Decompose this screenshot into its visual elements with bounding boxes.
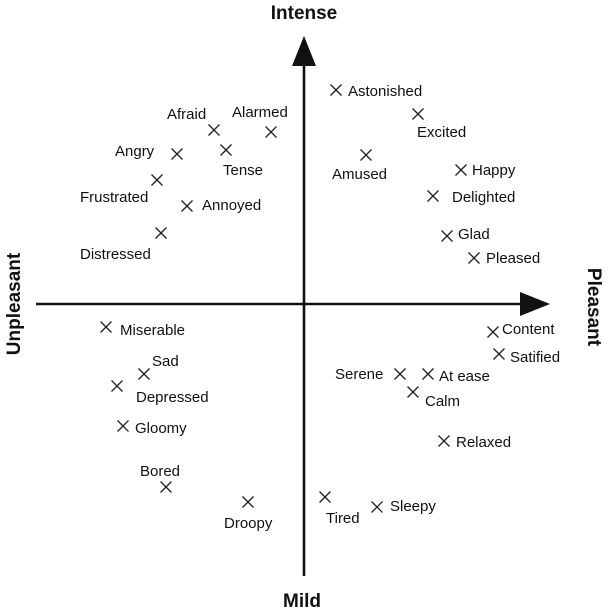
label-tired: Tired <box>326 510 360 527</box>
marker-stroke <box>319 491 331 503</box>
label-angry: Angry <box>115 143 155 160</box>
marker-stroke <box>422 368 434 380</box>
label-afraid: Afraid <box>167 106 206 123</box>
label-relaxed: Relaxed <box>456 434 511 451</box>
label-at-ease: At ease <box>439 368 490 385</box>
marker-stroke <box>160 481 172 493</box>
label-excited: Excited <box>417 124 466 141</box>
label-droopy: Droopy <box>224 515 273 532</box>
marker-angry <box>171 148 183 160</box>
marker-stroke <box>371 501 383 513</box>
marker-happy <box>455 164 467 176</box>
marker-stroke <box>412 108 424 120</box>
marker-sad <box>138 368 150 380</box>
marker-gloomy <box>117 420 129 432</box>
marker-sleepy <box>371 501 383 513</box>
label-content: Content <box>502 321 555 338</box>
marker-stroke <box>208 124 220 136</box>
marker-astonished <box>330 84 342 96</box>
marker-serene <box>394 368 406 380</box>
marker-stroke <box>330 84 342 96</box>
axes <box>36 36 550 576</box>
marker-tired <box>319 491 331 503</box>
horizontal-axis-arrowhead <box>520 292 550 316</box>
marker-stroke <box>181 200 193 212</box>
axis-title-left: Unpleasant <box>4 252 25 355</box>
label-pleased: Pleased <box>486 250 540 267</box>
marker-calm <box>407 386 419 398</box>
marker-stroke <box>171 148 183 160</box>
label-depressed: Depressed <box>136 389 209 406</box>
marker-distressed <box>155 227 167 239</box>
label-gloomy: Gloomy <box>135 420 187 437</box>
label-calm: Calm <box>425 393 460 410</box>
label-serene: Serene <box>335 366 383 383</box>
marker-frustrated <box>151 174 163 186</box>
label-glad: Glad <box>458 226 490 243</box>
marker-excited <box>412 108 424 120</box>
marker-stroke <box>117 420 129 432</box>
marker-satified <box>493 348 505 360</box>
marker-stroke <box>455 164 467 176</box>
label-distressed: Distressed <box>80 246 151 263</box>
vertical-axis-arrowhead <box>292 36 316 66</box>
label-sad: Sad <box>152 353 179 370</box>
label-satified: Satified <box>510 349 560 366</box>
marker-stroke <box>151 174 163 186</box>
label-miserable: Miserable <box>120 322 185 339</box>
marker-stroke <box>493 348 505 360</box>
label-sleepy: Sleepy <box>390 498 436 515</box>
emotion-labels: Astonished Excited Afraid Alarmed Angry … <box>80 83 560 532</box>
marker-stroke <box>265 126 277 138</box>
marker-stroke <box>427 190 439 202</box>
axis-title-right: Pleasant <box>583 268 604 347</box>
marker-tense <box>220 144 232 156</box>
label-delighted: Delighted <box>452 189 515 206</box>
marker-stroke <box>407 386 419 398</box>
label-amused: Amused <box>332 166 387 183</box>
marker-stroke <box>394 368 406 380</box>
marker-stroke <box>111 380 123 392</box>
marker-stroke <box>220 144 232 156</box>
marker-bored <box>160 481 172 493</box>
marker-content <box>487 326 499 338</box>
marker-miserable <box>100 321 112 333</box>
marker-delighted <box>427 190 439 202</box>
marker-depressed <box>111 380 123 392</box>
marker-stroke <box>155 227 167 239</box>
marker-stroke <box>487 326 499 338</box>
marker-alarmed <box>265 126 277 138</box>
marker-glad <box>441 230 453 242</box>
label-bored: Bored <box>140 463 180 480</box>
marker-stroke <box>242 496 254 508</box>
axis-title-top: Intense <box>271 3 338 24</box>
marker-stroke <box>438 435 450 447</box>
label-astonished: Astonished <box>348 83 422 100</box>
marker-at-ease <box>422 368 434 380</box>
label-annoyed: Annoyed <box>202 197 261 214</box>
marker-pleased <box>468 252 480 264</box>
label-alarmed: Alarmed <box>232 104 288 121</box>
label-tense: Tense <box>223 162 263 179</box>
label-happy: Happy <box>472 162 516 179</box>
emotion-markers <box>100 84 505 513</box>
marker-stroke <box>360 149 372 161</box>
marker-droopy <box>242 496 254 508</box>
marker-stroke <box>138 368 150 380</box>
marker-stroke <box>468 252 480 264</box>
marker-relaxed <box>438 435 450 447</box>
axis-title-bottom: Mild <box>283 591 321 612</box>
marker-afraid <box>208 124 220 136</box>
label-frustrated: Frustrated <box>80 189 148 206</box>
marker-stroke <box>441 230 453 242</box>
marker-amused <box>360 149 372 161</box>
marker-stroke <box>100 321 112 333</box>
marker-annoyed <box>181 200 193 212</box>
